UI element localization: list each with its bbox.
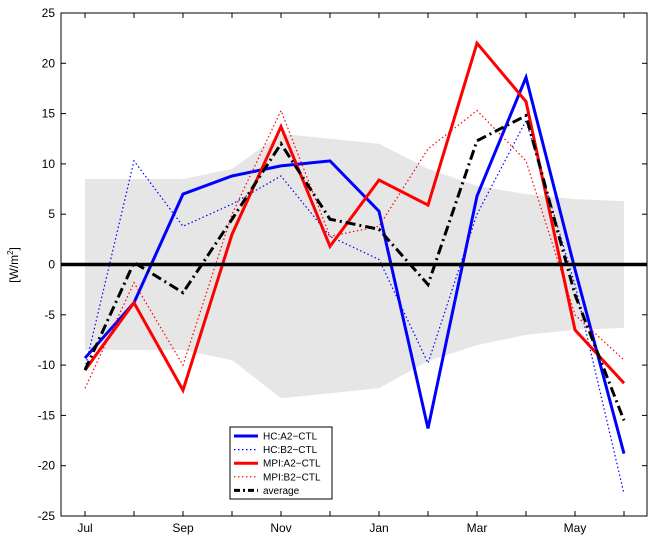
y-tick-label: 5 [48, 207, 55, 221]
series-mpi-a2-ctl [83, 40, 626, 395]
series-line [84, 119, 625, 495]
legend-label: average [263, 486, 300, 497]
legend-item: MPI:B2−CTL [234, 472, 321, 483]
y-axis-ticks: -25 -20 -15 -10 -5 0 5 10 15 20 25 [38, 6, 647, 523]
series-line [84, 109, 625, 389]
y-tick-label: 20 [42, 56, 56, 70]
legend-item: HC:A2−CTL [234, 432, 318, 443]
series-lines [83, 40, 626, 495]
legend-item: average [234, 486, 300, 497]
legend-label: HC:A2−CTL [263, 432, 318, 443]
y-tick-label: 0 [48, 258, 55, 272]
y-tick-label: -10 [38, 358, 56, 372]
y-tick-label: 10 [42, 157, 56, 171]
y-tick-label: 25 [42, 6, 56, 20]
series-line [83, 40, 626, 395]
legend-item: MPI:A2−CTL [234, 459, 321, 470]
y-tick-label: -15 [38, 408, 56, 422]
x-tick-label: Sep [172, 521, 194, 535]
legend: HC:A2−CTL HC:B2−CTL MPI:A2−CTL MPI:B2−CTL av… [229, 426, 333, 500]
series-mpi-b2-ctl [84, 109, 625, 389]
series-hc-a2-ctl [83, 72, 626, 455]
x-tick-label: Jul [77, 521, 92, 535]
x-tick-label: Mar [467, 521, 488, 535]
legend-label: MPI:A2−CTL [263, 459, 321, 470]
x-tick-label: Jan [369, 521, 388, 535]
x-axis-ticks: Jul Sep Nov Jan Mar May [77, 13, 625, 535]
x-tick-label: Nov [270, 521, 291, 535]
series-line [83, 72, 626, 455]
y-tick-label: -20 [38, 459, 56, 473]
legend-label: MPI:B2−CTL [263, 472, 321, 483]
y-tick-label: -5 [44, 308, 55, 322]
series-line [83, 113, 626, 421]
y-tick-label: 15 [42, 107, 56, 121]
series-average [83, 113, 626, 421]
legend-label: HC:B2−CTL [263, 445, 318, 456]
legend-item: HC:B2−CTL [234, 445, 318, 456]
y-axis-label: [W/m2] [6, 247, 21, 283]
x-tick-label: May [564, 521, 587, 535]
y-tick-label: -25 [38, 509, 56, 523]
